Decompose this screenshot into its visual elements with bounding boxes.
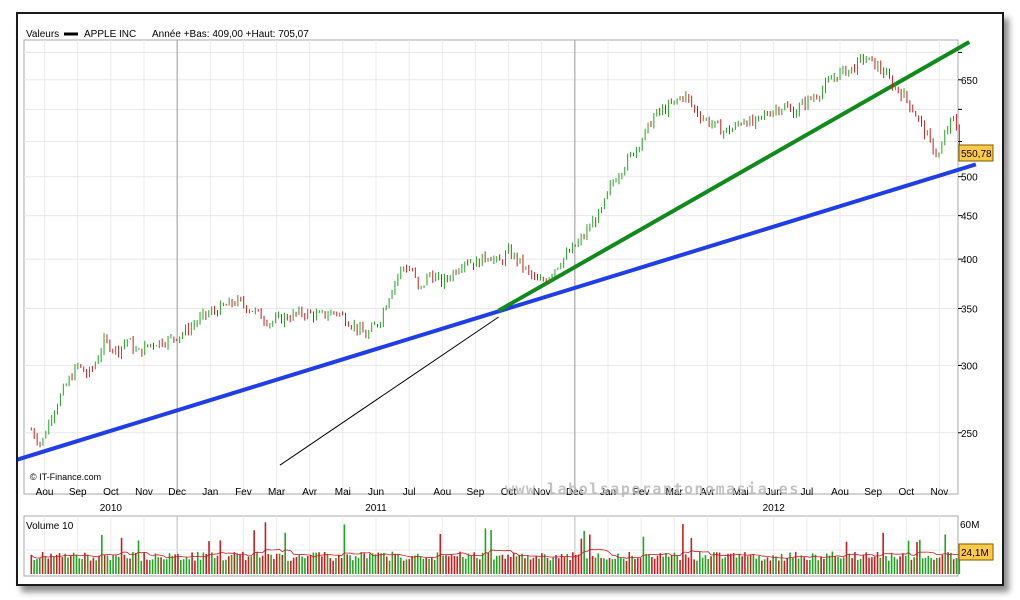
x-month-label: Mar: [268, 487, 286, 498]
x-month-label: Fev: [633, 487, 650, 498]
trendline: [18, 162, 977, 462]
x-month-label: Mar: [666, 487, 684, 498]
x-month-label: Fev: [235, 487, 252, 498]
y-tick-label: 300: [961, 361, 978, 372]
x-month-label: Jul: [403, 487, 416, 498]
x-month-label: Avr: [700, 487, 715, 498]
y-tick-label: 450: [961, 212, 978, 223]
price-panel: [23, 39, 959, 495]
volume-badge-label: 24,1M: [961, 548, 989, 559]
x-axis: Aou Sep Oct Nov Dec Jan Fev Mar Avr Mai Jun Jul Aou S…: [36, 487, 949, 514]
x-month-label: Avr: [302, 487, 317, 498]
last-price-label: 550,78: [961, 149, 992, 160]
y-tick-label: 400: [961, 255, 978, 266]
x-month-label: Jan: [202, 487, 218, 498]
last-price-badge: [958, 144, 994, 162]
y-tick-label: 350: [961, 304, 978, 315]
header-stats: Année +Bas: 409,00 +Haut: 705,07: [152, 29, 309, 40]
volume-label: Volume 10: [26, 521, 74, 532]
x-month-label: Nov: [533, 487, 551, 498]
x-month-label: Oct: [103, 487, 119, 498]
x-year-label: 2010: [100, 503, 123, 514]
credit-text: © IT-Finance.com: [30, 472, 101, 482]
x-month-label: Oct: [899, 487, 915, 498]
price-candles: [30, 53, 960, 448]
x-month-label: Sep: [864, 487, 882, 498]
x-month-label: Sep: [69, 487, 87, 498]
watermark: www.labolsaporantonomasia.es: [505, 480, 800, 498]
x-month-label: Mai: [733, 487, 749, 498]
y-axis: 250 300 350 400 450 500 650: [958, 51, 978, 440]
x-month-label: Dec: [168, 487, 186, 498]
trendline: [497, 40, 971, 313]
chart-frame: 250 300 350 400 450 500 650 Aou Sep Oct Nov Dec Jan…: [16, 12, 1004, 586]
x-month-label: Aou: [36, 487, 54, 498]
stock-chart: 250 300 350 400 450 500 650 Aou Sep Oct Nov Dec Jan…: [18, 29, 994, 577]
y-tick-label: 650: [961, 76, 978, 87]
trendlines: [18, 40, 977, 466]
x-month-label: Jan: [600, 487, 616, 498]
grid: [24, 40, 958, 576]
x-month-label: Aou: [831, 487, 849, 498]
x-month-label: Jun: [368, 487, 384, 498]
x-year-label: 2012: [763, 503, 786, 514]
x-month-label: Dec: [566, 487, 584, 498]
y-tick-label: 250: [961, 429, 978, 440]
volume-badge: [958, 543, 994, 561]
x-month-label: Oct: [501, 487, 517, 498]
x-month-label: Mai: [335, 487, 351, 498]
volume-moving-average: [31, 548, 960, 559]
x-month-label: Jun: [766, 487, 782, 498]
volume-bars: [30, 522, 961, 574]
x-year-label: 2011: [365, 503, 387, 514]
trendline: [279, 316, 499, 466]
y-tick-label: 500: [961, 173, 978, 184]
header-series-name: APPLE INC: [84, 29, 136, 40]
x-month-label: Nov: [135, 487, 153, 498]
x-month-label: Sep: [467, 487, 485, 498]
x-month-label: Aou: [433, 487, 451, 498]
x-month-label: Nov: [931, 487, 949, 498]
header-prefix: Valeurs: [26, 29, 59, 40]
volume-tick-60m: 60M: [960, 520, 979, 531]
x-month-label: Jul: [800, 487, 813, 498]
